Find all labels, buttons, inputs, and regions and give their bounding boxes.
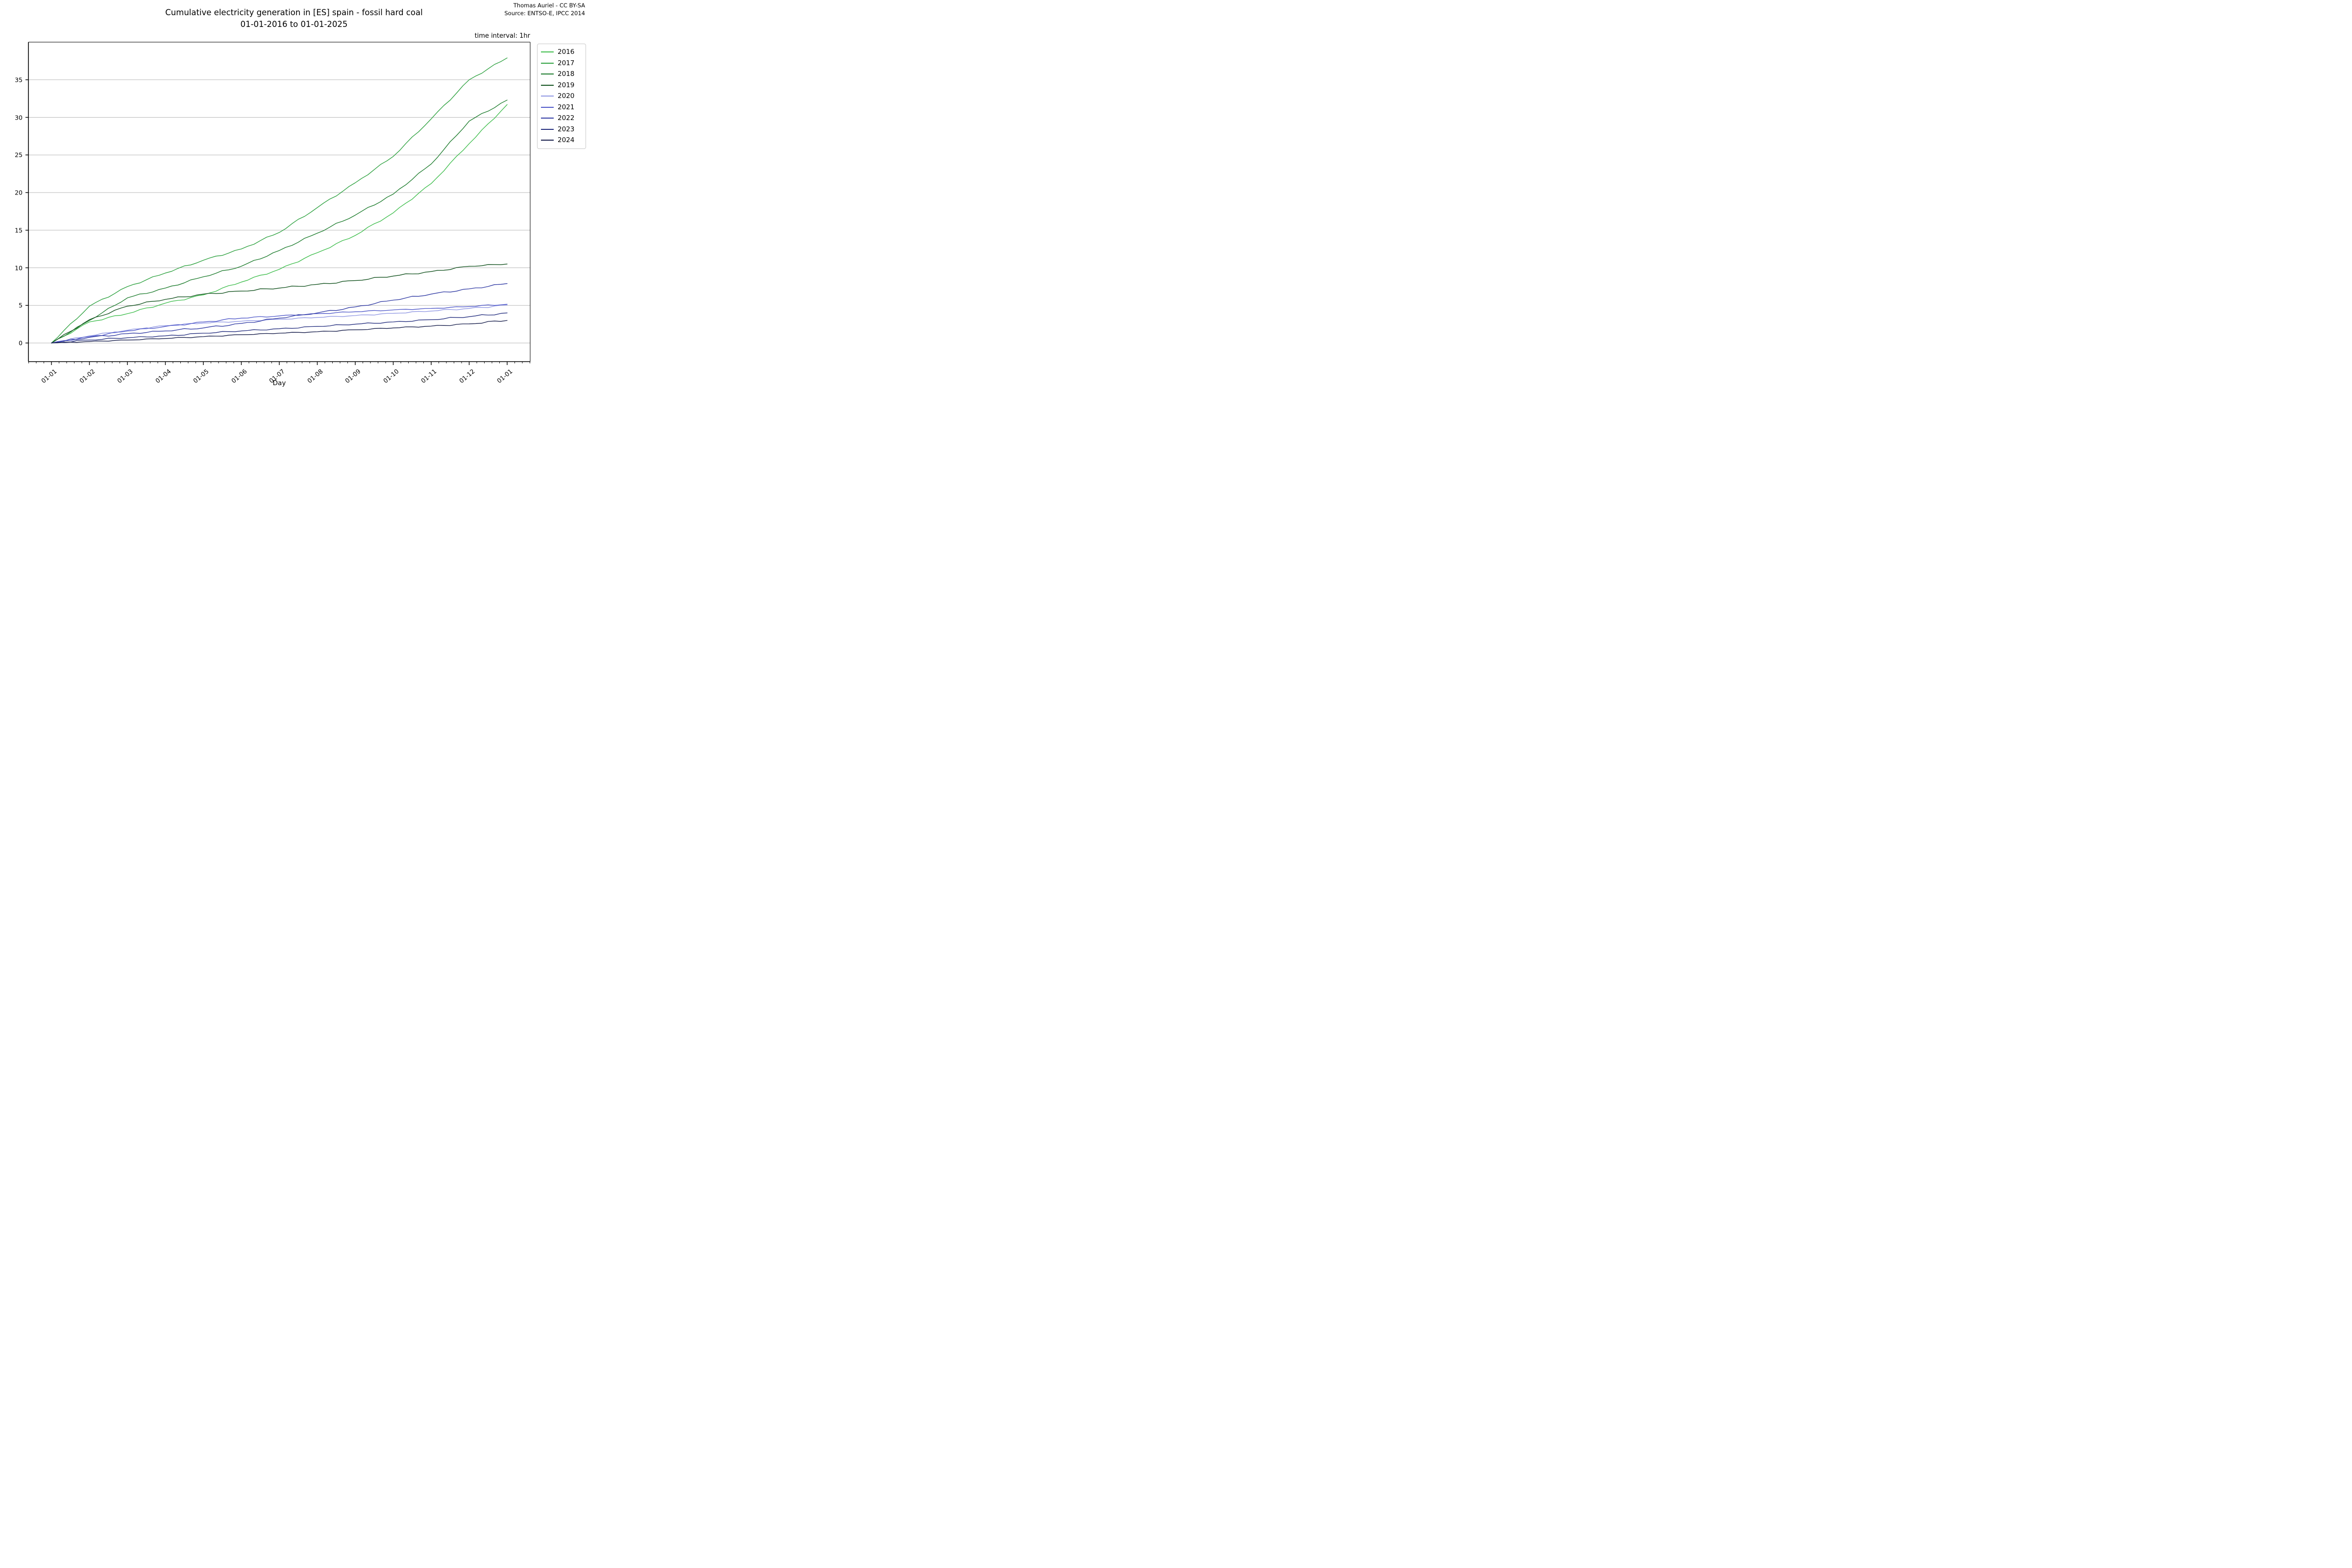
legend-label-2020: 2020: [558, 92, 575, 100]
attribution-source: Source: ENTSO-E, IPCC 2014: [504, 9, 585, 17]
legend-label-2023: 2023: [558, 125, 575, 133]
figure: Cumulative electricity generation in [ES…: [0, 0, 588, 392]
legend-item-2018: 2018: [541, 69, 582, 80]
x-axis-label: Day: [272, 379, 286, 387]
legend-line-swatch-2016: [541, 51, 554, 53]
legend-label-2016: 2016: [558, 48, 575, 56]
series-line-2019: [51, 264, 508, 343]
legend-line-swatch-2023: [541, 128, 554, 130]
legend-line-swatch-2022: [541, 118, 554, 119]
chart-title: Cumulative electricity generation in [ES…: [0, 7, 588, 30]
legend-label-2021: 2021: [558, 103, 575, 111]
legend-line-swatch-2017: [541, 62, 554, 64]
legend-item-2023: 2023: [541, 124, 582, 135]
plot-area: [25, 42, 531, 365]
series-line-2016: [51, 104, 508, 343]
legend-item-2016: 2016: [541, 47, 582, 58]
legend-line-swatch-2020: [541, 96, 554, 97]
series-line-2018: [51, 99, 508, 343]
series-line-2024: [51, 320, 508, 343]
legend-label-2019: 2019: [558, 81, 575, 89]
legend-label-2018: 2018: [558, 70, 575, 78]
ytick-label-25: 25: [15, 151, 23, 159]
legend: 2016 2017 2018 2019 2020 2021 2022 2023 2024: [537, 44, 586, 149]
ytick-label-10: 10: [15, 264, 23, 271]
time-interval-note: time interval: 1hr: [474, 32, 530, 40]
attribution: Thomas Auriel - CC BY-SA Source: ENTSO-E…: [504, 2, 585, 17]
series-line-2020: [51, 304, 508, 343]
ytick-label-20: 20: [15, 189, 23, 196]
series-line-2017: [51, 57, 508, 343]
legend-line-swatch-2021: [541, 106, 554, 108]
ytick-label-15: 15: [15, 226, 23, 234]
series-line-2021: [51, 304, 508, 343]
legend-item-2021: 2021: [541, 102, 582, 113]
ytick-label-5: 5: [19, 301, 23, 309]
chart-title-line1: Cumulative electricity generation in [ES…: [165, 8, 423, 17]
legend-item-2022: 2022: [541, 113, 582, 124]
series-line-2022: [51, 283, 508, 343]
series-line-2023: [51, 312, 508, 343]
ytick-label-35: 35: [15, 76, 23, 84]
ytick-label-30: 30: [15, 114, 23, 121]
legend-line-swatch-2019: [541, 84, 554, 86]
legend-label-2022: 2022: [558, 114, 575, 122]
attribution-author: Thomas Auriel - CC BY-SA: [513, 2, 585, 9]
legend-label-2017: 2017: [558, 59, 575, 67]
legend-label-2024: 2024: [558, 136, 575, 145]
legend-item-2020: 2020: [541, 91, 582, 102]
ytick-label-0: 0: [19, 339, 23, 347]
legend-item-2019: 2019: [541, 80, 582, 91]
chart-title-line2: 01-01-2016 to 01-01-2025: [240, 19, 348, 29]
legend-line-swatch-2024: [541, 140, 554, 141]
legend-item-2024: 2024: [541, 135, 582, 146]
legend-item-2017: 2017: [541, 58, 582, 69]
